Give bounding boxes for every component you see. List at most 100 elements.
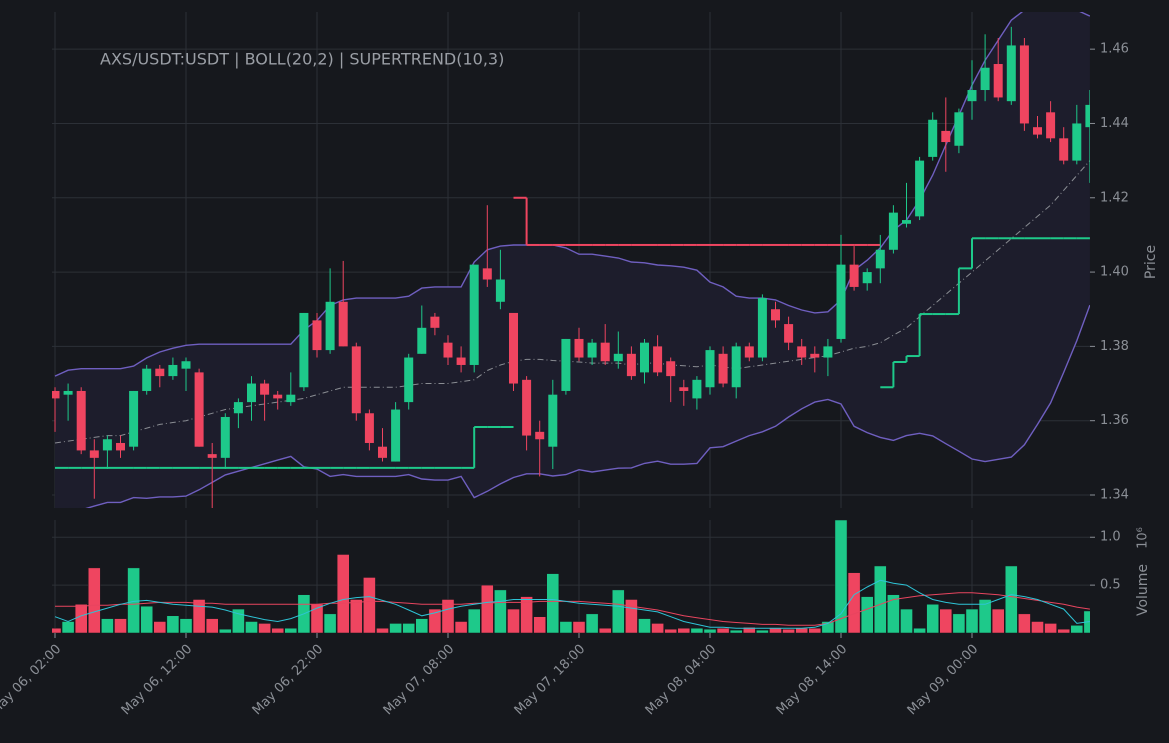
candle-body bbox=[928, 119, 938, 157]
candle-body bbox=[260, 383, 270, 395]
candle-body bbox=[1019, 45, 1029, 124]
volume-ma bbox=[55, 592, 1090, 626]
candle-body bbox=[574, 338, 584, 358]
candle-body bbox=[784, 324, 794, 343]
volume-bar bbox=[454, 621, 468, 633]
candle-body bbox=[1085, 104, 1090, 128]
candle-body bbox=[76, 390, 86, 451]
volume-bar bbox=[1044, 623, 1057, 633]
candle-body bbox=[692, 379, 702, 399]
volume-bar bbox=[1005, 565, 1018, 633]
volume-tick-label: 1.0 bbox=[1100, 530, 1121, 545]
volume-bar bbox=[900, 608, 913, 633]
candle-body bbox=[600, 342, 610, 362]
volume-bar bbox=[323, 613, 337, 633]
volume-bar bbox=[965, 608, 979, 633]
volume-bar bbox=[677, 627, 691, 633]
volume-bar bbox=[887, 594, 900, 633]
candle-body bbox=[443, 342, 453, 358]
volume-bar bbox=[808, 627, 822, 633]
candle-body bbox=[902, 220, 911, 224]
volume-bar bbox=[245, 621, 258, 633]
volume-bar bbox=[1057, 628, 1071, 633]
y-tick-label: 1.38 bbox=[1100, 339, 1129, 354]
volume-bar bbox=[795, 627, 809, 633]
volume-bar bbox=[114, 618, 127, 633]
volume-bar bbox=[88, 567, 101, 633]
volume-bar bbox=[559, 621, 573, 633]
y-tick-label: 1.40 bbox=[1100, 265, 1129, 280]
candle-body bbox=[1033, 127, 1042, 135]
volume-bar bbox=[913, 627, 926, 633]
candle-body bbox=[155, 368, 165, 377]
volume-bar bbox=[978, 599, 992, 633]
candle-body bbox=[653, 346, 663, 373]
candle-body bbox=[666, 361, 676, 377]
volume-bar bbox=[179, 618, 193, 633]
volume-bar bbox=[140, 605, 153, 633]
candle-body bbox=[744, 346, 754, 358]
volume-bar bbox=[415, 618, 429, 633]
candle-body bbox=[89, 450, 99, 458]
volume-bar bbox=[769, 627, 782, 633]
volume-bar bbox=[467, 608, 481, 633]
volume-bar bbox=[271, 627, 284, 633]
candle-body bbox=[417, 327, 427, 354]
volume-bar bbox=[546, 573, 560, 633]
y-tick-label: 1.36 bbox=[1100, 413, 1129, 428]
candle-body bbox=[810, 353, 820, 358]
volume-bar bbox=[219, 628, 232, 633]
candle-body bbox=[129, 390, 139, 447]
volume-bar bbox=[336, 554, 350, 633]
y-tick-label: 1.44 bbox=[1100, 116, 1129, 131]
candle-body bbox=[469, 264, 479, 365]
candle-body bbox=[116, 442, 125, 451]
candle-body bbox=[456, 357, 466, 365]
candle-body bbox=[522, 379, 532, 436]
volume-bar bbox=[205, 618, 219, 633]
volume-bar bbox=[1018, 613, 1031, 633]
candle-body bbox=[247, 383, 256, 403]
candle-body bbox=[52, 390, 60, 399]
candle-body bbox=[194, 372, 204, 447]
candle-body bbox=[548, 394, 558, 447]
volume-bar bbox=[494, 589, 507, 633]
bollinger-middle bbox=[54, 160, 1090, 444]
volume-bar bbox=[847, 572, 861, 633]
candle-body bbox=[1046, 112, 1056, 139]
volume-bar bbox=[585, 613, 599, 633]
volume-bar bbox=[874, 565, 887, 633]
volume-bar bbox=[729, 629, 743, 633]
volume-bar bbox=[756, 629, 769, 633]
volume-bar bbox=[638, 618, 651, 633]
candle-body bbox=[338, 301, 348, 347]
candle-body bbox=[273, 394, 283, 399]
candle-body bbox=[495, 279, 505, 302]
candle-body bbox=[849, 264, 859, 287]
volume-bar bbox=[166, 615, 180, 633]
volume-bar bbox=[939, 608, 953, 633]
candle-body bbox=[954, 112, 964, 146]
candle-body bbox=[587, 342, 597, 358]
candle-body bbox=[207, 454, 217, 458]
candle-body bbox=[875, 249, 885, 269]
volume-bar bbox=[1031, 621, 1044, 633]
volume-bar bbox=[743, 627, 756, 633]
volume-bar bbox=[74, 604, 88, 633]
volume-bar bbox=[703, 628, 717, 633]
volume-bar bbox=[127, 567, 140, 633]
volume-ma bbox=[54, 579, 1090, 629]
volume-bar bbox=[782, 628, 795, 633]
candle-body bbox=[640, 342, 649, 373]
candle-body bbox=[142, 368, 152, 391]
volume-bar bbox=[284, 627, 298, 633]
candle-body bbox=[364, 413, 374, 443]
candle-body bbox=[771, 309, 780, 321]
volume-bar bbox=[612, 589, 625, 633]
candle-body bbox=[613, 353, 623, 362]
volume-bar bbox=[651, 623, 664, 633]
volume-bar bbox=[101, 618, 114, 633]
volume-bar bbox=[834, 520, 848, 633]
candle-body bbox=[993, 64, 1003, 98]
